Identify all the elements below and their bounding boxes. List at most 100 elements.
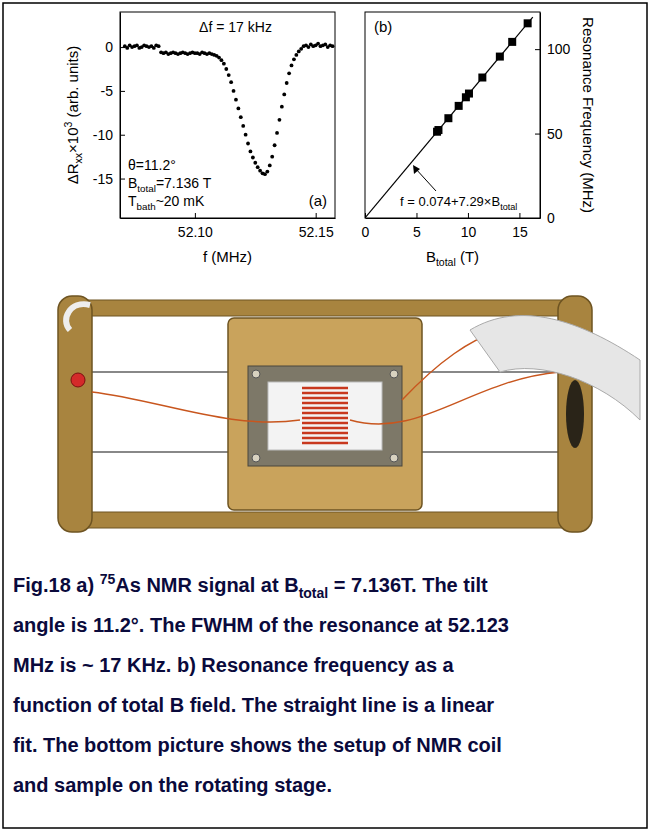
panel-label: (a) [309,192,327,209]
frame-bar [80,512,570,528]
data-point [224,67,228,71]
tick-mark [535,218,540,219]
tick-mark [316,213,317,218]
wire [92,392,300,422]
text-run: = 7.136T. The tilt [328,574,488,596]
data-point [246,142,250,146]
screw [390,454,398,462]
tick-label: 5 [413,224,421,240]
y-axis-line [120,13,121,219]
text-run: angle is 11.2°. The FWHM of the resonanc… [13,614,509,636]
plot-frame [120,12,335,218]
rich-text: angle is 11.2°. The FWHM of the resonanc… [13,614,509,636]
data-point [290,64,294,68]
rich-text: f = 0.074+7.29×Btotal [400,194,517,212]
led [71,373,85,387]
tick-mark [120,135,125,136]
tick: 50 [535,126,563,142]
y-axis: 0 -5 -10 -15 [93,13,125,219]
tick-mark [468,213,469,218]
tick-label: -5 [101,83,114,99]
rich-text: f (MHz) [203,248,252,265]
rich-text: and sample on the rotating stage. [13,774,332,796]
rich-text: Tbath~20 mK [128,193,205,212]
rich-text: MHz is ~ 17 KHz. b) Resonance frequency … [13,654,455,676]
coil-turn [302,422,348,425]
tick-label: 0 [362,224,370,240]
x-axis-line [121,218,336,219]
text-run: total [137,183,156,194]
x-axis: 051015 [362,213,541,240]
wire [350,372,560,424]
fit-line [365,17,533,218]
data-point [273,143,277,147]
screw [252,454,260,462]
rich-text: Fig.18 a) 75As NMR signal at Btotal = 7.… [13,571,488,601]
tick-mark [519,213,520,218]
rich-text: Δf = 17 kHz [199,19,272,35]
data-point [234,98,238,102]
panel-label: (b) [374,18,392,35]
data-point [227,73,231,77]
tick-label: 52.10 [178,224,213,240]
marks [365,17,533,218]
data-point [220,58,224,62]
tick-label: -10 [93,127,113,143]
text-run: 75 [100,571,116,587]
cable-bundle [470,316,640,420]
tick-label: 0 [105,39,113,55]
setup-photo [58,296,640,532]
text-run: θ=11.2° [128,157,176,173]
nmr-coil [302,388,348,443]
tick: 100 [535,41,571,57]
tick-label: -15 [93,171,113,187]
rich-text: Btotal (T) [426,248,479,268]
tick-mark [195,213,196,218]
text-run: f = 0.074+7.29×B [400,194,500,209]
data-point [292,57,296,61]
arrow-head [413,165,420,174]
panel-a: 52.10 52.15 0 -5 -10 -15 f (MHz) ΔRxx×103 (arb.… [62,12,336,265]
tick: -5 [101,83,125,99]
y-axis: 0 50 100 [535,13,571,226]
tick: 15 [512,213,528,240]
rich-text: θ=11.2° [128,157,176,173]
tape [268,382,382,450]
data-point [265,170,269,174]
tick: 52.10 [178,213,213,240]
screw [390,370,398,378]
text-run: Δf = 17 kHz [199,19,272,35]
text-run: ~20 mK [156,193,205,209]
arrow-shaft [415,168,436,191]
tick-label: 0 [547,210,555,226]
rotating-stage [228,318,422,510]
coil-turn [302,417,348,420]
tick-mark [416,213,417,218]
text-run: total [299,585,329,601]
text-run: bath [137,201,156,212]
data-point [157,44,161,48]
sample-plate [248,366,402,466]
rich-text: ΔRxx×103 (arb. units) [62,46,84,185]
data-point [268,164,272,168]
tick: 5 [413,213,421,240]
y-axis-line [540,13,541,219]
x-axis: 52.10 52.15 [121,213,336,240]
data-point [282,93,286,97]
text-run: MHz is ~ 17 KHz. b) Resonance frequency … [13,654,455,676]
tick: 52.15 [299,213,334,240]
data-point [236,107,240,111]
rich-text: fit. The bottom picture shows the setup … [13,734,502,756]
coil-turn [302,397,348,400]
data-point [275,131,279,135]
rich-text: Btotal=7.136 T [128,175,212,194]
x-axis-line [366,218,541,219]
tick: 0 [105,39,125,55]
text-run: ×10 [64,127,81,152]
text-run: fit. The bottom picture shows the setup … [13,734,502,756]
coil-turn [302,412,348,415]
coil-turn [302,427,348,430]
data-point [280,105,284,109]
coil-turn [302,432,348,435]
text-run: Resonance Frequency (MHz) [580,17,597,213]
